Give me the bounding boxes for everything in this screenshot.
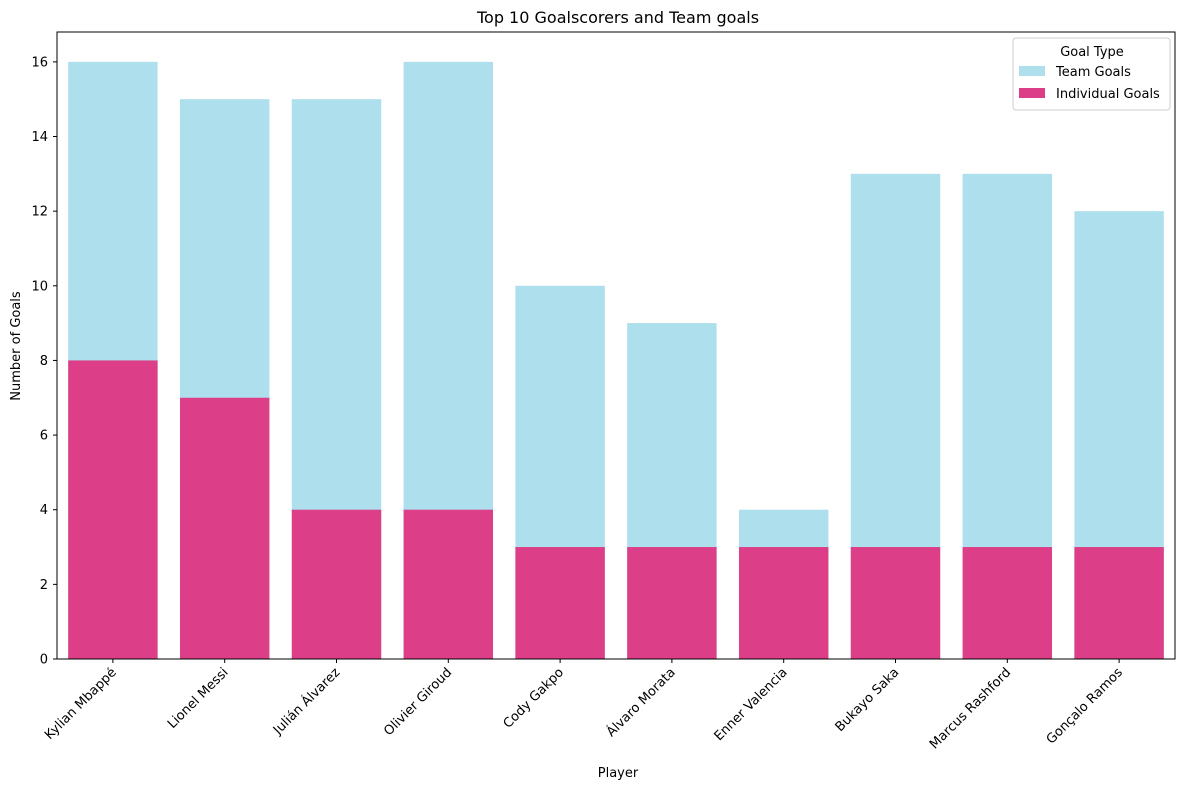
bar-individual-goals-lionel-messi bbox=[179, 397, 270, 659]
y-axis-label: Number of Goals bbox=[9, 291, 24, 401]
legend-box bbox=[1012, 37, 1171, 111]
bar-individual-goals-julian-alvarez bbox=[291, 509, 382, 659]
legend-label-team-goals: Team Goals bbox=[1055, 65, 1131, 80]
bar-individual-goals-marcus-rashford bbox=[962, 547, 1053, 659]
x-tick-label: Kylian Mbappé bbox=[42, 665, 120, 743]
legend-swatch-individual-goals bbox=[1019, 88, 1045, 98]
chart-title: Top 10 Goalscorers and Team goals bbox=[476, 8, 759, 27]
legend-swatch-team-goals bbox=[1019, 66, 1045, 76]
y-axis: 0 2 4 6 8 10 12 14 16 bbox=[31, 55, 57, 668]
y-tick-label: 4 bbox=[40, 503, 48, 518]
bar-individual-goals-kylian-mbappe bbox=[68, 360, 158, 659]
x-tick-label: Álvaro Morata bbox=[603, 665, 679, 741]
y-tick-label: 16 bbox=[31, 55, 48, 70]
y-tick-label: 8 bbox=[40, 354, 48, 369]
x-tick-label: Bukayo Saka bbox=[833, 665, 903, 735]
x-tick-label: Julián Álvarez bbox=[269, 664, 343, 738]
bars-layer bbox=[68, 61, 1164, 660]
bar-individual-goals-goncalo-ramos bbox=[1074, 547, 1164, 659]
x-tick-label: Marcus Rashford bbox=[927, 665, 1014, 752]
bar-individual-goals-alvaro-morata bbox=[627, 547, 717, 659]
x-tick-label: Gonçalo Ramos bbox=[1044, 665, 1126, 747]
legend-title: Goal Type bbox=[1060, 45, 1124, 60]
bar-individual-goals-bukayo-saka bbox=[850, 547, 941, 659]
bar-individual-goals-enner-valencia bbox=[738, 547, 829, 659]
bar-individual-goals-olivier-giroud bbox=[403, 509, 494, 659]
x-axis: Kylian Mbappé Lionel Messi Julián Álvarez O… bbox=[42, 659, 1126, 752]
bar-individual-goals-cody-gakpo bbox=[515, 547, 605, 659]
x-tick-label: Olivier Giroud bbox=[381, 665, 455, 739]
x-axis-label: Player bbox=[598, 766, 639, 781]
y-tick-label: 0 bbox=[40, 653, 48, 668]
legend-label-individual-goals: Individual Goals bbox=[1056, 87, 1160, 102]
x-tick-label: Enner Valencia bbox=[712, 665, 791, 744]
y-tick-label: 6 bbox=[40, 429, 48, 444]
y-tick-label: 14 bbox=[31, 130, 48, 145]
y-tick-label: 10 bbox=[31, 279, 48, 294]
y-tick-label: 2 bbox=[40, 578, 48, 593]
plot-frame bbox=[56, 31, 1176, 660]
y-tick-label: 12 bbox=[31, 205, 48, 220]
x-tick-label: Lionel Messi bbox=[165, 665, 232, 732]
legend: Goal Type Team Goals Individual Goals bbox=[1012, 37, 1171, 111]
x-tick-label: Cody Gakpo bbox=[501, 665, 567, 731]
